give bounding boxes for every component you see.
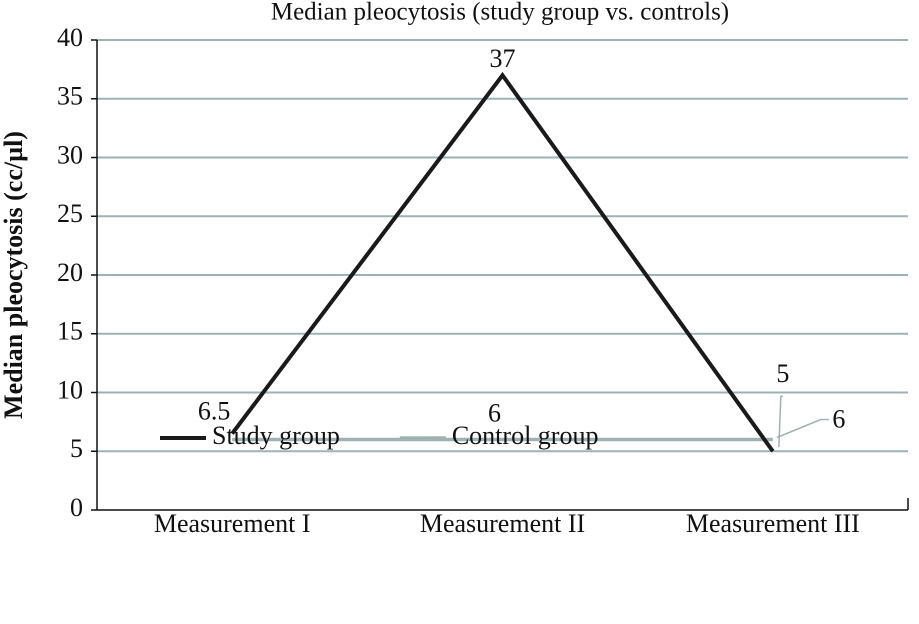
y-tick-label: 25 [57,199,83,228]
data-label: 37 [490,44,516,73]
legend-label: Control group [452,421,599,450]
data-label: 6.5 [198,397,231,426]
x-tick-label: Measurement III [686,509,860,538]
y-tick-label: 20 [57,258,83,287]
y-tick-label: 10 [57,375,83,404]
data-label: 5 [776,359,789,388]
chart-title: Median pleocytosis (study group vs. cont… [271,0,729,26]
series-line [230,71,775,453]
leader-line [778,395,783,448]
x-tick-label: Measurement I [154,509,311,538]
y-tick-label: 15 [57,317,83,346]
y-tick-label: 5 [70,434,83,463]
y-tick-label: 30 [57,140,83,169]
y-tick-label: 35 [57,82,83,111]
legend-label: Study group [212,421,340,450]
leader-line [776,418,829,439]
y-axis-label: Median pleocytosis (cc/µl) [0,131,28,419]
y-tick-label: 40 [57,23,83,52]
y-tick-label: 0 [70,493,83,522]
data-label: 6 [488,398,501,427]
data-label: 6 [832,404,845,433]
x-tick-label: Measurement II [420,509,585,538]
